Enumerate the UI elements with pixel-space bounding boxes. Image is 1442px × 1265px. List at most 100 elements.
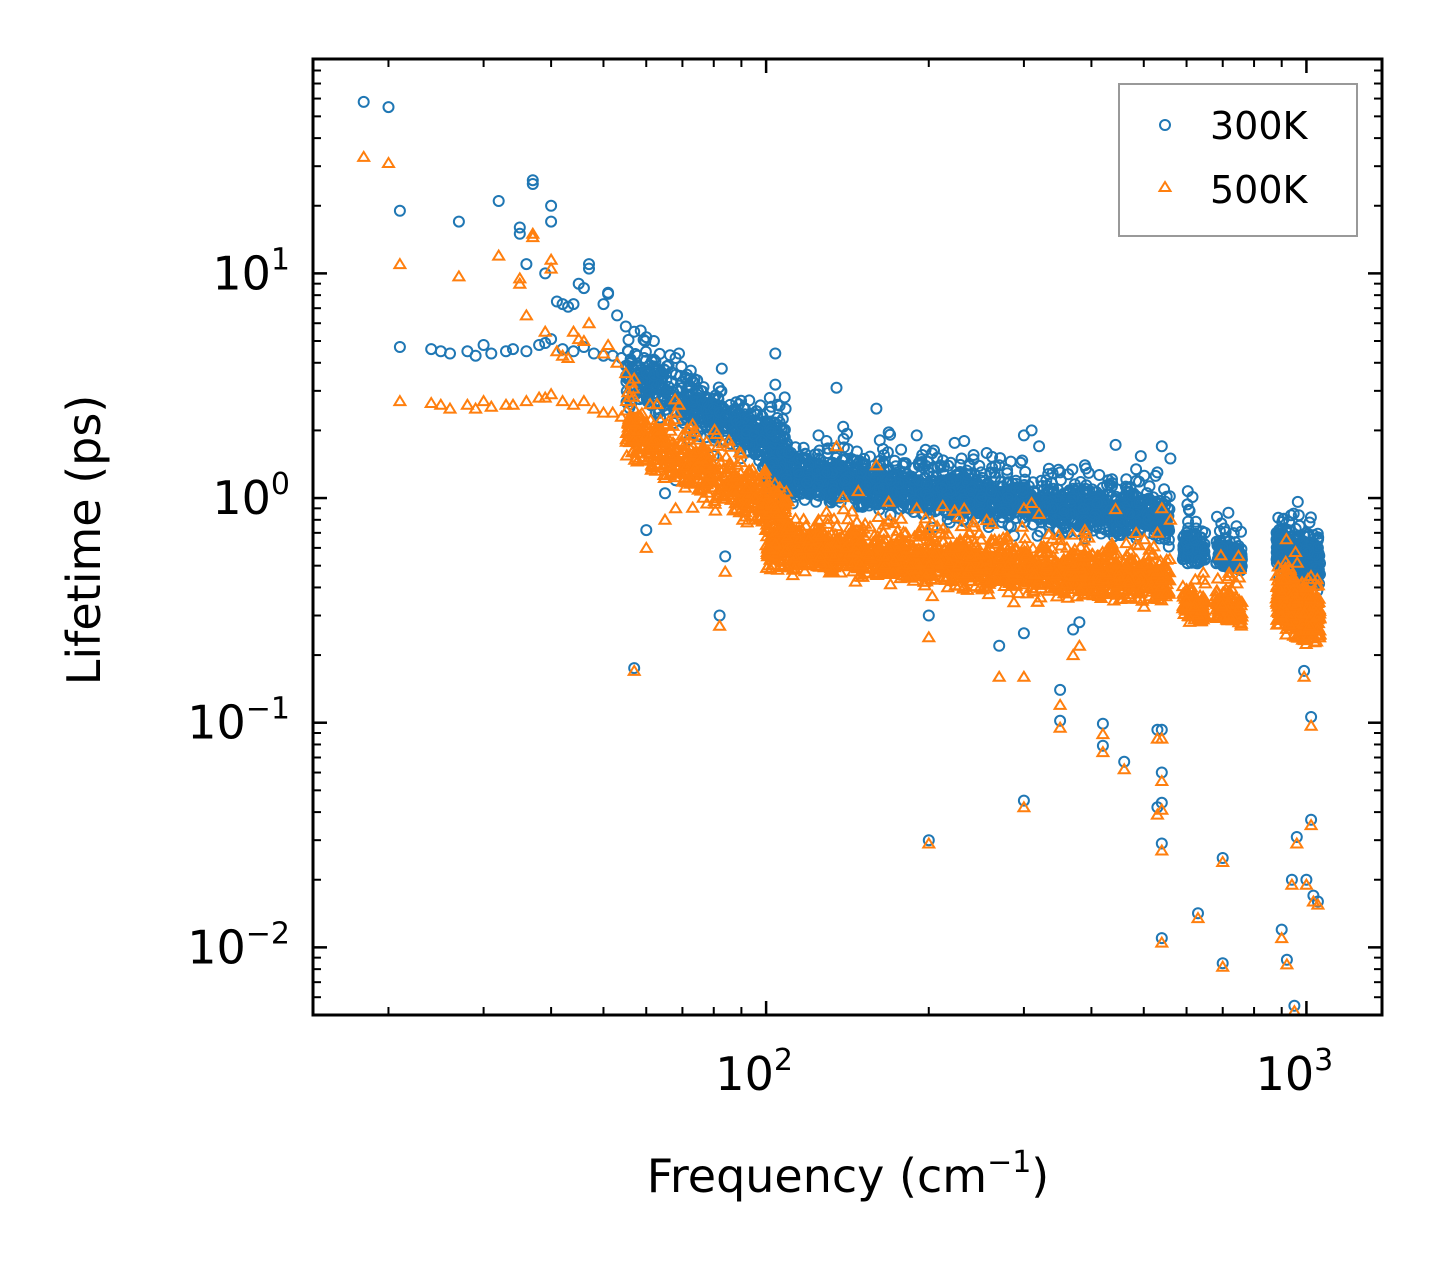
point-500K-band0-421 <box>722 439 738 452</box>
point-300K-band1-1752 <box>1077 484 1090 497</box>
point-500K-band1-1068 <box>893 511 909 524</box>
point-500K-band0-365 <box>739 515 755 528</box>
point-500K-band0-471 <box>675 474 690 487</box>
point-500K-band0-512 <box>739 497 754 510</box>
point-300K-band1-1731 <box>780 473 793 486</box>
point-300K-130 <box>719 550 732 563</box>
point-300K-band1-1762 <box>760 446 773 459</box>
point-300K-band2-118 <box>1182 543 1195 556</box>
point-300K-band1-1677 <box>797 441 810 454</box>
point-300K-21 <box>597 298 610 311</box>
point-500K-band0-502 <box>620 385 636 398</box>
point-300K-band1-1760 <box>1126 489 1138 502</box>
point-300K-118 <box>1180 526 1193 539</box>
point-300K-band4-277 <box>1303 516 1316 529</box>
point-300K-56 <box>662 359 675 372</box>
point-300K-26 <box>628 325 641 338</box>
point-500K-band1-394 <box>1137 532 1152 545</box>
point-300K-band1-1674 <box>975 507 987 520</box>
point-500K-band0-458 <box>725 482 740 495</box>
point-300K-137 <box>1067 623 1080 636</box>
point-300K-42 <box>545 333 558 346</box>
point-300K-band1-875 <box>778 431 791 444</box>
point-300K-band0-369 <box>684 372 697 385</box>
point-300K-119 <box>1188 534 1201 547</box>
point-300K-18 <box>577 282 590 295</box>
point-300K-136 <box>1054 683 1067 696</box>
point-500K-band0-501 <box>707 494 722 506</box>
point-300K-band1-1692 <box>923 500 936 512</box>
point-300K-156 <box>1280 953 1293 966</box>
point-300K-band0-475 <box>684 364 697 377</box>
point-300K-60 <box>683 384 695 397</box>
point-500K-band0-381 <box>719 449 734 462</box>
point-300K-band1-1708 <box>1129 515 1142 528</box>
point-500K-band1-1244 <box>868 535 883 548</box>
point-300K-band4-412 <box>1299 544 1311 557</box>
point-300K-band1-1776 <box>1026 508 1039 521</box>
point-500K-band0-435 <box>699 477 715 490</box>
point-300K-band1-522 <box>919 443 932 456</box>
point-300K-band1-1775 <box>767 456 780 469</box>
point-300K-97 <box>984 466 997 479</box>
point-300K-band1-1763 <box>1080 462 1092 475</box>
point-500K-band0-178 <box>729 457 745 470</box>
point-300K-16 <box>567 298 580 311</box>
point-500K-band1-1158 <box>956 501 972 514</box>
point-300K-band1-1450 <box>867 466 880 479</box>
point-300K-band2-116 <box>1195 532 1208 545</box>
point-500K-band1-539 <box>851 484 866 497</box>
point-300K-band1-1265 <box>931 451 944 464</box>
point-500K-band1-728 <box>951 509 967 522</box>
point-300K-band1-1419 <box>930 470 943 483</box>
point-300K-band1-997 <box>778 423 791 436</box>
point-300K-band1-1684 <box>994 476 1007 488</box>
point-300K-band4-379 <box>1291 495 1304 508</box>
point-300K-0 <box>357 95 370 108</box>
point-300K-band4-316 <box>1277 512 1290 525</box>
point-300K-74 <box>764 424 777 437</box>
point-300K-20 <box>583 258 595 271</box>
point-300K-band1-1430 <box>930 491 943 504</box>
point-500K-band1-960 <box>918 511 933 524</box>
point-300K-141 <box>1096 739 1109 752</box>
point-500K-band1-525 <box>870 510 886 522</box>
point-300K-band1-1650 <box>1027 476 1039 489</box>
point-500K-band1-1200 <box>772 491 788 504</box>
point-300K-41 <box>539 337 552 349</box>
point-300K-band0-397 <box>715 385 728 398</box>
point-300K-band1-1794 <box>841 480 854 493</box>
point-300K-band0-83 <box>778 391 791 404</box>
point-300K-72 <box>755 434 768 447</box>
point-300K-105 <box>1047 482 1060 495</box>
point-300K-band1-1525 <box>828 484 841 497</box>
point-300K-158 <box>1290 831 1303 843</box>
point-300K-153 <box>1216 957 1229 970</box>
point-300K-band1-1371 <box>1095 527 1108 540</box>
point-300K-88 <box>884 474 897 487</box>
point-500K-band0-496 <box>740 488 755 501</box>
point-300K-61 <box>689 391 702 404</box>
point-300K-13 <box>550 295 563 308</box>
point-500K-band0-473 <box>619 448 635 461</box>
point-300K-38 <box>507 343 519 356</box>
point-500K-band1-1144 <box>1005 543 1020 556</box>
point-300K-band4-418 <box>1292 509 1305 522</box>
point-300K-band2-91 <box>1189 515 1202 528</box>
point-500K-band1-900 <box>1136 599 1152 612</box>
point-300K-band1-664 <box>1143 480 1156 493</box>
point-300K-band1-1759 <box>878 498 891 511</box>
point-300K-32 <box>444 347 456 360</box>
point-500K-band1-1304 <box>820 516 835 529</box>
point-300K-8 <box>526 174 539 187</box>
point-500K-band0-333 <box>728 490 743 503</box>
point-300K-band1-1668 <box>1158 521 1171 533</box>
point-500K-band1-1100 <box>785 568 801 581</box>
point-300K-band1-1511 <box>922 480 935 493</box>
point-500K-band0-14 <box>710 448 726 461</box>
point-300K-37 <box>500 345 512 358</box>
point-300K-band4-289 <box>1285 509 1297 522</box>
point-300K-87 <box>877 482 890 495</box>
point-300K-band1-1753 <box>860 480 872 493</box>
